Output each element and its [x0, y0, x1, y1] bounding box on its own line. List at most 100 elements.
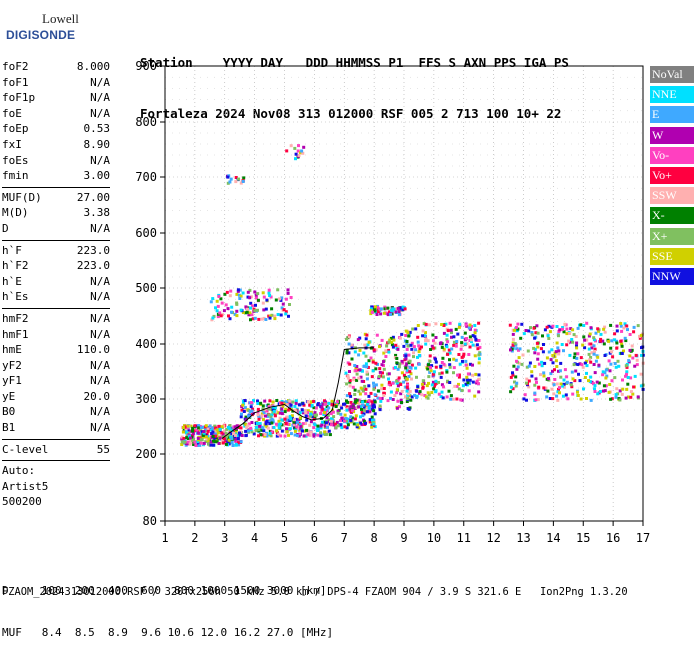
echo-point [334, 422, 337, 426]
echo-point [422, 322, 426, 326]
x-tick-label: 5 [281, 531, 288, 545]
echo-point [263, 433, 267, 436]
echo-point [614, 365, 618, 369]
echo-point [446, 329, 450, 333]
echo-point [235, 292, 239, 296]
echo-point [592, 363, 596, 366]
echo-point [254, 293, 258, 297]
echo-point [382, 394, 386, 397]
echo-point [619, 339, 623, 343]
echo-point [266, 414, 270, 418]
echo-point [630, 348, 634, 352]
x-tick-label: 9 [400, 531, 407, 545]
echo-point [259, 401, 263, 405]
digisonde-logo: Lowell DIGISONDE [4, 8, 96, 42]
echo-point [335, 420, 339, 424]
echo-point [186, 428, 190, 432]
echo-point [371, 419, 374, 422]
echo-point [534, 331, 538, 335]
echo-point [335, 400, 339, 404]
echo-point [373, 393, 377, 397]
echo-point [478, 345, 482, 349]
echo-point [398, 336, 402, 340]
echo-point [367, 399, 371, 403]
x-axis-ticks: 1 2 3 4 5 6 7 8 9 10 11 12 13 14 15 16 17 [161, 521, 650, 545]
echo-point [550, 387, 554, 391]
echo-point [237, 443, 241, 447]
echo-point [348, 362, 352, 366]
echo-point [180, 435, 184, 439]
echo-point [589, 326, 593, 330]
echo-point [298, 416, 302, 420]
echo-point [555, 394, 559, 398]
echo-point [624, 364, 628, 368]
echo-point [477, 390, 481, 394]
x-tick-label: 13 [516, 531, 530, 545]
param-row: B0 N/A [2, 405, 110, 421]
echo-point [363, 399, 367, 403]
echo-point [198, 443, 202, 447]
echo-point [562, 349, 565, 353]
echo-point [293, 429, 297, 433]
echo-point [191, 431, 195, 435]
echo-point [296, 434, 300, 438]
echo-point [613, 376, 617, 380]
echo-point [336, 424, 340, 428]
echo-point [533, 336, 537, 340]
param-row: foF1 N/A [2, 76, 110, 92]
echo-point [343, 425, 347, 429]
echo-point [253, 309, 257, 313]
echo-point [557, 369, 560, 373]
echo-point [380, 397, 384, 400]
echo-point [339, 404, 343, 408]
echo-point [468, 335, 472, 339]
echo-point [362, 407, 366, 411]
echo-point [405, 389, 409, 393]
echo-point [298, 432, 302, 436]
echo-point [406, 368, 410, 372]
echo-point [348, 370, 351, 373]
echo-point [316, 433, 320, 437]
echo-point [603, 389, 607, 393]
echo-point [533, 347, 537, 351]
echo-point [404, 334, 408, 337]
legend-item-sse: SSE [650, 247, 694, 265]
echo-point [358, 368, 362, 372]
echo-point [227, 438, 231, 442]
echo-point [309, 420, 313, 424]
echo-point [396, 384, 400, 388]
echo-point [524, 381, 528, 385]
echo-point [357, 376, 361, 380]
param-value: N/A [90, 153, 110, 167]
echo-point [185, 436, 189, 440]
param-row: foF1p N/A [2, 91, 110, 107]
echo-point [196, 440, 200, 444]
echo-point [420, 345, 423, 349]
echo-point [242, 410, 246, 413]
echo-point [277, 411, 281, 415]
echo-point [288, 399, 292, 403]
echo-point [229, 289, 233, 293]
echo-point [428, 354, 432, 358]
echo-point [628, 333, 632, 336]
echo-point [516, 322, 520, 326]
echo-point [565, 332, 569, 336]
y-axis-ticks: 900 800 700 600 500 400 300 200 80 [135, 59, 165, 528]
echo-point [370, 310, 374, 314]
echo-point [468, 339, 472, 342]
echo-point [618, 398, 622, 402]
echo-point [565, 343, 569, 347]
echo-point [391, 335, 395, 339]
echo-point [442, 349, 446, 353]
echo-point [603, 325, 607, 329]
echo-point [184, 430, 188, 434]
echo-point [210, 428, 213, 432]
echo-point [364, 337, 368, 341]
legend-item-e: E [650, 106, 694, 124]
echo-point [378, 404, 382, 408]
echo-point [623, 322, 627, 326]
legend-item-x-: X+ [650, 227, 694, 245]
echo-point [473, 335, 477, 339]
echo-point [477, 321, 481, 325]
echo-point [613, 362, 617, 365]
